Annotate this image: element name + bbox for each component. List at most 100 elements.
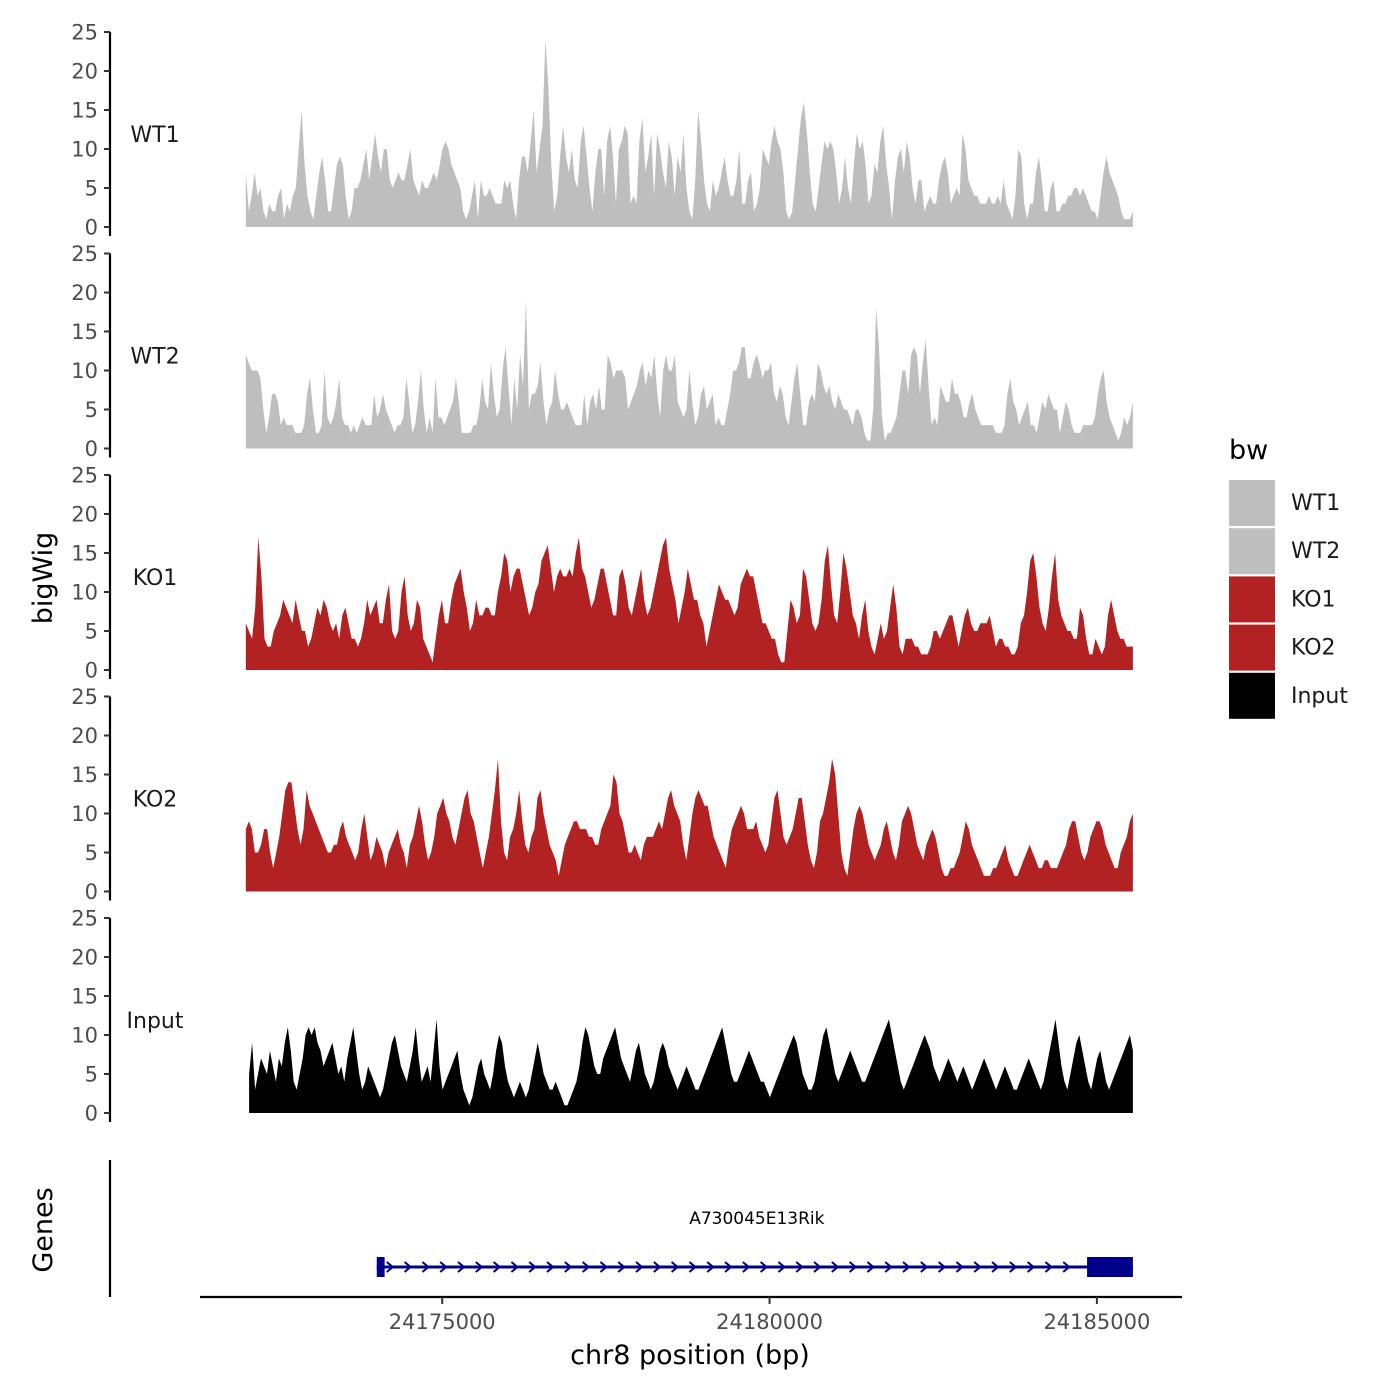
- track-label-wt2: WT2: [130, 345, 179, 370]
- y-tick-label: 0: [85, 216, 98, 240]
- strand-arrow: [564, 1261, 573, 1273]
- legend-key-wt2: [1229, 528, 1275, 575]
- track-panel-wt1: 0 5 10 15 20 25 WT1: [71, 21, 1133, 240]
- strand-arrow: [1062, 1261, 1071, 1273]
- strand-arrow: [920, 1261, 929, 1273]
- signal-area-ko2: [245, 758, 1133, 892]
- track-panel-input: 0 5 10 15 20 25 Input: [71, 907, 1133, 1126]
- strand-arrow: [706, 1261, 715, 1273]
- strand-arrow: [528, 1261, 537, 1273]
- signal-area-ko1: [245, 537, 1133, 670]
- legend-label-ko2: KO2: [1291, 636, 1336, 661]
- x-tick-label: 24185000: [1043, 1310, 1150, 1334]
- legend-key-wt1: [1229, 480, 1275, 526]
- gene-name-label: A730045E13Rik: [689, 1209, 824, 1229]
- y-tick-label: 5: [85, 398, 98, 422]
- gene-track: A730045E13Rik: [108, 1160, 1133, 1297]
- gene-exon: [1087, 1257, 1133, 1277]
- y-tick-label: 10: [71, 359, 98, 383]
- strand-arrow: [653, 1261, 662, 1273]
- strand-arrow: [991, 1261, 1000, 1273]
- x-axis-title: chr8 position (bp): [570, 1340, 810, 1371]
- strand-arrow: [617, 1261, 626, 1273]
- y-tick-label: 20: [71, 281, 98, 305]
- y-tick-label: 20: [71, 503, 98, 527]
- y-tick-label: 25: [71, 685, 98, 709]
- legend-label-ko1: KO1: [1291, 587, 1336, 612]
- strand-arrow: [688, 1261, 697, 1273]
- x-axis: 24175000 24180000 24185000: [200, 1295, 1182, 1334]
- y-tick-label: 20: [71, 60, 98, 84]
- strand-arrow: [955, 1261, 964, 1273]
- signal-tracks: 0 5 10 15 20 25 WT1 0 5 10 15 20 25 WT2 0 5 10 15 20 25 KO1 0…: [71, 21, 1133, 1126]
- strand-arrow: [635, 1261, 644, 1273]
- y-tick-label: 5: [85, 620, 98, 644]
- track-panel-wt2: 0 5 10 15 20 25 WT2: [71, 242, 1133, 461]
- y-tick-label: 0: [85, 659, 98, 683]
- strand-arrow: [848, 1261, 858, 1273]
- y-tick-label: 15: [71, 99, 98, 123]
- strand-arrow: [795, 1261, 804, 1273]
- strand-arrow: [492, 1261, 502, 1273]
- strand-arrow: [403, 1261, 413, 1273]
- y-tick-label: 5: [85, 177, 98, 201]
- strand-arrow: [599, 1261, 608, 1273]
- y-tick-label: 20: [71, 724, 98, 748]
- strand-arrow: [742, 1261, 751, 1273]
- strand-arrow: [439, 1261, 448, 1273]
- strand-arrow: [831, 1261, 840, 1273]
- strand-arrow: [1009, 1261, 1018, 1273]
- strand-arrow: [581, 1261, 591, 1273]
- y-tick-label: 25: [71, 242, 98, 266]
- track-label-ko2: KO2: [133, 788, 178, 813]
- strand-arrow: [813, 1261, 822, 1273]
- strand-arrow: [759, 1261, 769, 1273]
- y-tick-label: 20: [71, 946, 98, 970]
- y-tick-label: 15: [71, 763, 98, 787]
- strand-arrow: [724, 1261, 733, 1273]
- strand-arrow: [777, 1261, 786, 1273]
- y-tick-label: 5: [85, 1063, 98, 1087]
- strand-arrow: [457, 1261, 466, 1273]
- strand-arrow: [475, 1261, 484, 1273]
- strand-arrow: [546, 1261, 555, 1273]
- y-tick-label: 15: [71, 985, 98, 1009]
- y-tick-label: 25: [71, 21, 98, 45]
- strand-arrow: [386, 1261, 395, 1273]
- y-tick-label: 25: [71, 907, 98, 931]
- strand-arrow: [866, 1261, 875, 1273]
- y-tick-label: 0: [85, 1102, 98, 1126]
- track-label-ko1: KO1: [133, 566, 178, 591]
- strand-arrow: [1044, 1261, 1053, 1273]
- strand-arrow: [421, 1261, 430, 1273]
- signal-area-input: [249, 1019, 1133, 1113]
- strand-arrow: [510, 1261, 519, 1273]
- track-panel-ko2: 0 5 10 15 20 25 KO2: [71, 685, 1133, 904]
- strand-arrow: [902, 1261, 911, 1273]
- legend: bw WT1 WT2 KO1 KO2 Input: [1229, 435, 1348, 719]
- strand-arrow: [973, 1261, 982, 1273]
- signal-area-wt2: [245, 300, 1133, 449]
- y-tick-label: 25: [71, 464, 98, 488]
- y-tick-label: 15: [71, 320, 98, 344]
- strand-arrow: [670, 1261, 680, 1273]
- y-tick-label: 10: [71, 138, 98, 162]
- legend-label-wt2: WT2: [1291, 539, 1340, 564]
- track-label-wt1: WT1: [130, 123, 179, 148]
- y-tick-label: 10: [71, 581, 98, 605]
- y-tick-label: 0: [85, 437, 98, 461]
- legend-title: bw: [1229, 435, 1268, 466]
- legend-label-wt1: WT1: [1291, 491, 1340, 516]
- strand-arrow: [884, 1261, 893, 1273]
- y-tick-label: 15: [71, 542, 98, 566]
- x-tick-label: 24175000: [389, 1310, 496, 1334]
- legend-label-input: Input: [1291, 684, 1348, 709]
- gene-track-title: Genes: [28, 1187, 59, 1272]
- y-axis-title: bigWig: [28, 532, 59, 625]
- legend-key-input: [1229, 672, 1275, 719]
- y-tick-label: 10: [71, 802, 98, 826]
- y-tick-label: 10: [71, 1024, 98, 1048]
- x-tick-label: 24180000: [716, 1310, 823, 1334]
- y-tick-label: 5: [85, 841, 98, 865]
